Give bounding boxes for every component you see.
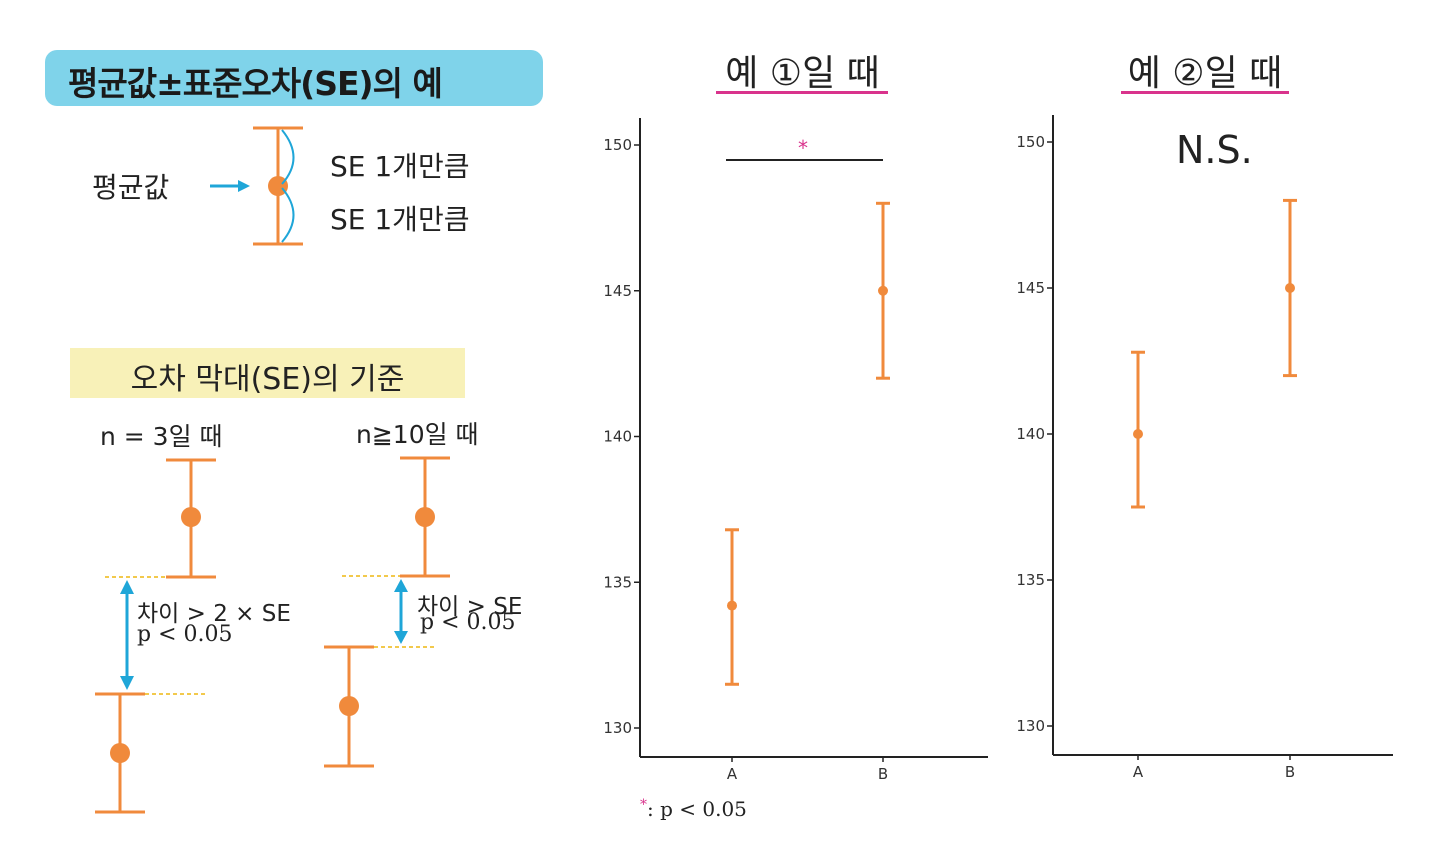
x-tick-label-b: B xyxy=(1285,763,1295,781)
mean-point-a xyxy=(1133,429,1143,439)
se-lower-label: SE 1개만큼 xyxy=(330,203,470,236)
y-tick-label: 135 xyxy=(603,573,632,591)
chart1-title: 예 ①일 때 xyxy=(725,53,880,94)
chart2-plot: 130 135 140 145 150 A B xyxy=(1016,115,1393,781)
y-tick-label: 145 xyxy=(603,282,632,300)
y-tick-label: 140 xyxy=(603,428,632,446)
criteria-banner xyxy=(70,348,465,398)
x-tick-label-a: A xyxy=(1133,763,1144,781)
chart2-ns-annotation: N.S. xyxy=(1176,128,1253,172)
se-upper-label: SE 1개만큼 xyxy=(330,150,470,183)
y-tick-label: 145 xyxy=(1016,279,1045,297)
title-banner xyxy=(45,50,543,106)
y-tick-label: 130 xyxy=(603,719,632,737)
x-tick-label-b: B xyxy=(878,765,888,783)
case-n10-p: p < 0.05 xyxy=(420,610,516,635)
y-tick-label: 130 xyxy=(1016,717,1045,735)
y-tick-label: 150 xyxy=(1016,133,1045,151)
significance-star: * xyxy=(798,136,808,160)
mean-point-b xyxy=(1285,283,1295,293)
criteria-title: 오차 막대(SE)의 기준 xyxy=(130,362,405,397)
case-n10-diff: 차이 > SE xyxy=(417,594,523,620)
chart2-title: 예 ②일 때 xyxy=(1127,53,1283,94)
case-n3-label: n = 3일 때 xyxy=(100,422,223,451)
case-n3-diff: 차이 > 2 × SE xyxy=(137,601,291,627)
y-tick-label: 150 xyxy=(603,136,632,154)
case-n10-label: n≧10일 때 xyxy=(356,420,479,449)
case-n3-diagram xyxy=(95,458,216,814)
case-n3-p: p < 0.05 xyxy=(137,622,233,647)
y-tick-label: 140 xyxy=(1016,425,1045,443)
legend-diagrams xyxy=(95,126,450,814)
chart1-title-underline xyxy=(716,91,888,94)
page-title: 평균값±표준오차(SE)의 예 xyxy=(68,64,443,103)
case-n10-diagram xyxy=(324,456,450,768)
mean-point-b xyxy=(878,285,888,296)
chart1-plot: 130 135 140 145 150 A B * xyxy=(603,118,988,783)
footnote: *: p < 0.05 xyxy=(640,797,747,821)
footnote-star: * xyxy=(640,797,647,813)
chart2-title-underline xyxy=(1121,91,1289,94)
y-tick-label: 135 xyxy=(1016,571,1045,589)
mean-label: 평균값 xyxy=(92,171,170,204)
mean-point-a xyxy=(727,600,737,611)
x-tick-label-a: A xyxy=(727,765,738,783)
footnote-text: : p < 0.05 xyxy=(647,797,747,821)
se-illustration xyxy=(210,126,303,246)
